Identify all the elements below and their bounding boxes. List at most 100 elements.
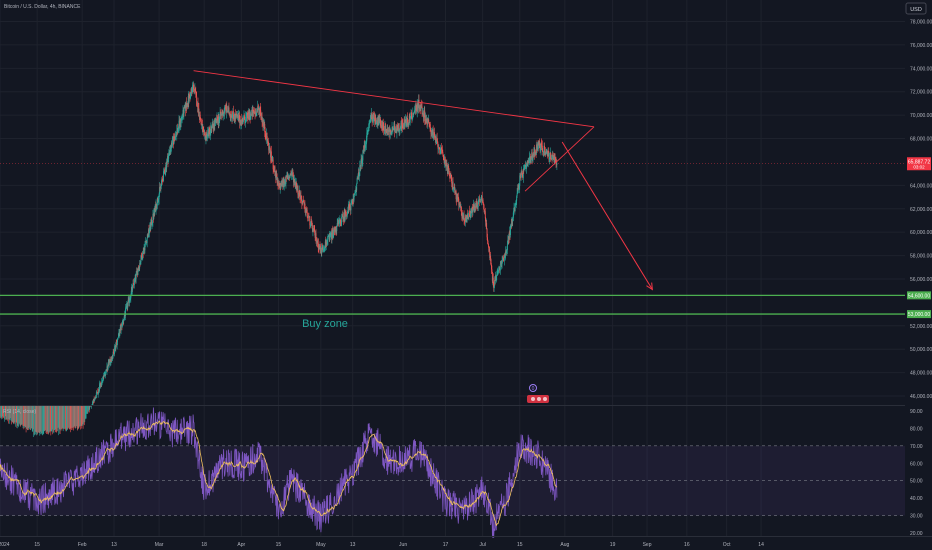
candle-body[interactable] xyxy=(442,155,444,157)
candle-body[interactable] xyxy=(222,113,224,117)
candle-body[interactable] xyxy=(345,213,347,215)
candle-body[interactable] xyxy=(203,130,205,133)
candle-body[interactable] xyxy=(117,338,119,343)
candle-body[interactable] xyxy=(243,117,244,122)
candle-body[interactable] xyxy=(407,117,408,125)
candle-body[interactable] xyxy=(272,159,274,170)
candle-body[interactable] xyxy=(298,193,300,195)
candle-body[interactable] xyxy=(288,177,290,180)
candle-body[interactable] xyxy=(502,257,503,261)
candle-body[interactable] xyxy=(362,150,364,161)
candle-body[interactable] xyxy=(496,272,498,275)
candle-body[interactable] xyxy=(156,205,158,209)
candle-body[interactable] xyxy=(526,162,528,166)
resistance-trendline[interactable] xyxy=(193,70,595,128)
candle-body[interactable] xyxy=(378,120,380,126)
candle-body[interactable] xyxy=(524,165,526,167)
candle-body[interactable] xyxy=(336,225,338,232)
candle-body[interactable] xyxy=(364,146,366,149)
candle-body[interactable] xyxy=(471,210,473,214)
candle-body[interactable] xyxy=(392,128,394,131)
candle-body[interactable] xyxy=(384,123,386,132)
candle-body[interactable] xyxy=(130,295,132,299)
candle-body[interactable] xyxy=(127,303,129,309)
candle-body[interactable] xyxy=(345,211,347,214)
candle-body[interactable] xyxy=(156,198,158,206)
candle-body[interactable] xyxy=(173,136,175,144)
candle-body[interactable] xyxy=(388,129,390,132)
candle-body[interactable] xyxy=(233,115,235,119)
candle-body[interactable] xyxy=(153,211,155,219)
candle-body[interactable] xyxy=(440,147,442,154)
candle-body[interactable] xyxy=(170,149,172,152)
candle-body[interactable] xyxy=(308,216,310,218)
candle-body[interactable] xyxy=(327,240,328,244)
candle-body[interactable] xyxy=(466,217,468,222)
event-marker-icon[interactable] xyxy=(529,384,537,392)
projection-arrow[interactable] xyxy=(561,141,653,290)
candle-body[interactable] xyxy=(206,135,208,139)
candle-body[interactable] xyxy=(343,217,345,221)
candle-body[interactable] xyxy=(408,123,410,126)
candle-body[interactable] xyxy=(240,124,242,125)
candle-body[interactable] xyxy=(248,111,250,115)
candle-body[interactable] xyxy=(285,183,286,185)
candle-body[interactable] xyxy=(427,120,429,124)
candle-body[interactable] xyxy=(384,130,385,132)
candle-body[interactable] xyxy=(239,115,241,123)
candle-body[interactable] xyxy=(518,185,520,189)
candle-body[interactable] xyxy=(541,145,543,151)
candle-body[interactable] xyxy=(387,130,389,133)
candle-body[interactable] xyxy=(401,123,403,125)
candle-body[interactable] xyxy=(470,211,472,217)
candle-body[interactable] xyxy=(534,150,536,154)
candle-body[interactable] xyxy=(323,249,324,251)
candle-body[interactable] xyxy=(524,166,526,169)
candle-body[interactable] xyxy=(201,124,203,132)
candle-body[interactable] xyxy=(142,251,144,258)
candle-body[interactable] xyxy=(552,154,553,160)
candle-body[interactable] xyxy=(497,271,499,273)
candle-body[interactable] xyxy=(114,348,115,355)
candle-body[interactable] xyxy=(529,156,531,163)
candle-body[interactable] xyxy=(174,136,176,138)
candle-body[interactable] xyxy=(423,113,425,118)
candle-body[interactable] xyxy=(422,112,424,114)
candle-body[interactable] xyxy=(309,216,311,226)
candle-body[interactable] xyxy=(552,154,554,157)
candle-body[interactable] xyxy=(285,175,287,177)
candle-body[interactable] xyxy=(429,124,431,125)
candle-body[interactable] xyxy=(472,206,473,213)
candle-body[interactable] xyxy=(545,152,547,155)
currency-button[interactable] xyxy=(905,2,927,15)
candle-body[interactable] xyxy=(321,246,323,254)
candle-body[interactable] xyxy=(502,258,504,261)
candle-body[interactable] xyxy=(514,206,516,212)
candle-body[interactable] xyxy=(140,261,141,264)
candle-body[interactable] xyxy=(128,297,130,303)
candle-body[interactable] xyxy=(316,241,318,242)
candle-body[interactable] xyxy=(547,151,549,157)
candle-body[interactable] xyxy=(283,182,285,186)
candle-body[interactable] xyxy=(437,143,439,149)
candle-body[interactable] xyxy=(387,130,389,132)
candle-body[interactable] xyxy=(499,263,501,271)
candle-body[interactable] xyxy=(327,236,329,241)
support-trendline[interactable] xyxy=(524,126,595,192)
candle-body[interactable] xyxy=(489,250,491,258)
candle-body[interactable] xyxy=(159,187,161,194)
candle-body[interactable] xyxy=(283,180,285,186)
candle-body[interactable] xyxy=(410,117,412,119)
candle-body[interactable] xyxy=(448,168,450,175)
candle-body[interactable] xyxy=(540,142,542,145)
candle-body[interactable] xyxy=(235,115,237,118)
candle-body[interactable] xyxy=(433,136,435,138)
candle-body[interactable] xyxy=(392,130,394,132)
candle-body[interactable] xyxy=(96,391,98,394)
candle-body[interactable] xyxy=(464,216,466,223)
candle-body[interactable] xyxy=(405,119,407,123)
candle-body[interactable] xyxy=(459,203,461,206)
candle-body[interactable] xyxy=(453,187,455,188)
candle-body[interactable] xyxy=(523,169,525,170)
candle-body[interactable] xyxy=(100,384,102,388)
